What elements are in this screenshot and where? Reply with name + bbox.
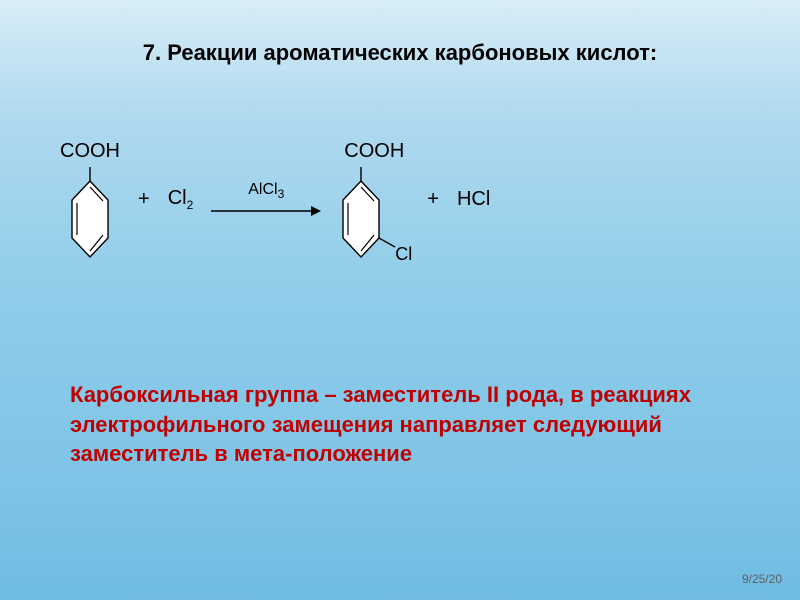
arrow-icon — [211, 204, 321, 218]
reagent-cl2: Cl2 — [168, 187, 194, 212]
reagent-base: Cl — [168, 187, 187, 209]
caption-text: Карбоксильная группа – заместитель II ро… — [70, 380, 730, 469]
plus-sign-2: + — [427, 188, 439, 211]
slide-date: 9/25/20 — [742, 572, 782, 586]
catalyst-subscript: 3 — [278, 188, 285, 202]
product-label: COOH — [344, 140, 404, 163]
byproduct-hcl: HCl — [457, 188, 490, 211]
reactant-molecule: COOH — [60, 140, 120, 259]
reaction-equation: COOH + Cl2 AlCl3 COOH — [60, 140, 740, 259]
catalyst-label: AlCl3 — [248, 181, 284, 201]
reagent-subscript: 2 — [187, 198, 194, 212]
catalyst-base: AlCl — [248, 181, 277, 198]
benzene-ring-icon — [68, 167, 112, 259]
product-substituent-cl: Cl — [395, 244, 412, 265]
slide-title: 7. Реакции ароматических карбоновых кисл… — [0, 40, 800, 66]
product-molecule: COOH Cl — [339, 140, 409, 259]
reaction-arrow-block: AlCl3 — [211, 181, 321, 217]
reactant-label: COOH — [60, 140, 120, 163]
plus-sign-1: + — [138, 188, 150, 211]
